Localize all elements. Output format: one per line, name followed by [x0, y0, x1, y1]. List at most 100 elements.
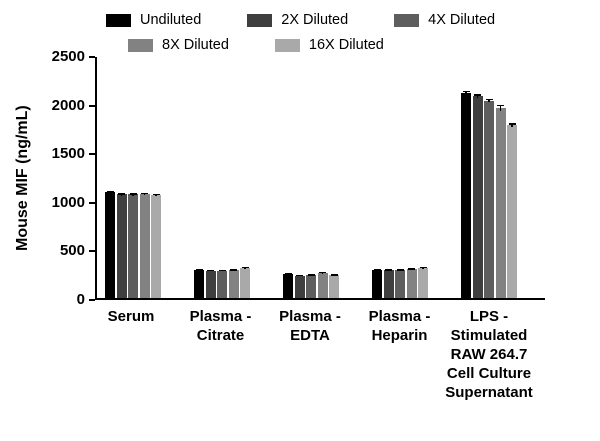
- error-bar-cap: [508, 123, 516, 125]
- bar-lps-undiluted: [461, 90, 471, 298]
- bar-plasma-16x-diluted: [240, 266, 250, 298]
- error-bar: [511, 123, 513, 127]
- bar-plasma-undiluted: [283, 273, 293, 298]
- plot-area: [95, 57, 545, 300]
- bar-plasma-8x-diluted: [228, 269, 239, 298]
- y-tick-label: 0: [76, 291, 85, 308]
- legend-swatch-icon: [247, 13, 273, 27]
- bar-group-plasma: [372, 266, 428, 298]
- bar-plasma-2x-diluted: [294, 274, 305, 298]
- y-tick-mark: [89, 250, 95, 253]
- x-category-label-lps: LPS - Stimulated RAW 264.7 Cell Culture Supe…: [445, 307, 533, 402]
- y-tick-label: 500: [59, 242, 85, 260]
- x-category-label-line: Supernatant: [445, 384, 533, 401]
- x-category-label-plasma: Plasma - Heparin: [369, 307, 431, 345]
- error-bar-cap: [330, 274, 338, 276]
- bar-plasma-undiluted: [194, 269, 204, 298]
- error-bar-cap: [385, 269, 392, 271]
- bar-group-serum: [105, 190, 161, 298]
- bar-plasma-4x-diluted: [306, 274, 316, 298]
- legend-swatch-icon: [128, 38, 153, 52]
- error-bar-cap: [195, 269, 203, 271]
- legend-swatch-icon: [274, 38, 300, 52]
- error-bar-cap: [218, 269, 226, 272]
- y-tick-label: 2000: [51, 96, 85, 114]
- bar-lps-4x-diluted: [484, 98, 494, 298]
- y-tick-mark: [89, 201, 95, 204]
- error-bar-cap: [284, 273, 292, 275]
- legend-item-undiluted: Undiluted: [106, 12, 201, 28]
- y-tick-label: 2500: [51, 48, 85, 65]
- bar-plasma-16x-diluted: [418, 266, 428, 298]
- error-bar-cap: [106, 190, 114, 193]
- legend-swatch-icon: [394, 13, 420, 27]
- error-bar-cap: [307, 274, 315, 276]
- x-category-label-line: Plasma -: [279, 308, 341, 325]
- legend-row: Undiluted 2X Diluted 4X Diluted: [106, 12, 495, 28]
- bar-plasma-16x-diluted: [329, 274, 339, 298]
- x-category-label-line: Serum: [107, 308, 155, 325]
- error-bar: [499, 104, 502, 111]
- error-bar-cap: [241, 266, 249, 269]
- chart-legend: Undiluted 2X Diluted 4X Diluted 8X Diluted 1…: [106, 12, 495, 53]
- bar-lps-16x-diluted: [507, 123, 517, 298]
- bar-plasma-8x-diluted: [317, 271, 328, 298]
- bar-plasma-4x-diluted: [395, 269, 405, 298]
- error-bar-cap: [419, 266, 427, 269]
- bar-plasma-8x-diluted: [406, 268, 417, 298]
- error-bar-cap: [129, 193, 137, 195]
- y-axis-label: Mouse MIF (ng/mL): [14, 105, 31, 252]
- y-tick-mark: [89, 153, 95, 156]
- bar-group-plasma: [283, 271, 339, 298]
- bar-serum-16x-diluted: [151, 193, 161, 298]
- x-category-label-line: EDTA: [290, 327, 330, 344]
- y-tick-mark: [89, 56, 95, 58]
- y-tick-mark: [89, 104, 95, 107]
- error-bar-cap: [118, 193, 125, 195]
- error-bar-cap: [152, 193, 160, 196]
- error-bar-cap: [497, 104, 504, 107]
- x-category-label-line: Cell Culture: [446, 365, 532, 382]
- legend-label: Undiluted: [140, 12, 202, 28]
- bar-plasma-2x-diluted: [383, 269, 394, 298]
- legend-item-16x-diluted: 16X Diluted: [274, 37, 384, 53]
- legend-label: 4X Diluted: [428, 12, 496, 28]
- error-bar: [488, 98, 490, 103]
- y-tick-label: 1500: [51, 145, 85, 163]
- legend-item-2x-diluted: 2X Diluted: [247, 12, 348, 28]
- error-bar: [465, 90, 467, 95]
- x-category-label-line: Stimulated: [450, 327, 528, 344]
- bar-serum-4x-diluted: [128, 193, 138, 298]
- bar-group-plasma: [194, 266, 250, 298]
- bar-serum-2x-diluted: [116, 193, 127, 298]
- legend-swatch-icon: [106, 13, 131, 27]
- legend-row: 8X Diluted 16X Diluted: [128, 37, 495, 53]
- error-bar-cap: [396, 269, 404, 271]
- bar-plasma-undiluted: [372, 269, 382, 298]
- bar-group-lps: [461, 90, 517, 298]
- x-category-label-line: Citrate: [196, 327, 245, 344]
- x-category-label-line: Plasma -: [368, 308, 431, 325]
- error-bar-cap: [319, 271, 326, 274]
- error-bar-cap: [474, 94, 481, 96]
- bar-plasma-4x-diluted: [217, 269, 227, 298]
- bar-lps-8x-diluted: [495, 104, 506, 298]
- error-bar-cap: [141, 192, 148, 195]
- error-bar-cap: [373, 269, 381, 271]
- error-bar: [476, 94, 479, 98]
- x-category-label-line: LPS -: [469, 308, 509, 325]
- error-bar-cap: [485, 98, 493, 101]
- legend-item-8x-diluted: 8X Diluted: [128, 37, 229, 53]
- bar-serum-8x-diluted: [139, 192, 150, 298]
- error-bar-cap: [230, 269, 237, 271]
- legend-label: 16X Diluted: [308, 37, 384, 53]
- x-category-label-serum: Serum: [108, 307, 155, 326]
- error-bar-cap: [296, 274, 303, 277]
- x-category-label-line: Heparin: [371, 327, 428, 344]
- x-category-label-line: Plasma -: [189, 308, 252, 325]
- error-bar-cap: [408, 268, 415, 270]
- legend-label: 2X Diluted: [281, 12, 349, 28]
- legend-item-4x-diluted: 4X Diluted: [394, 12, 495, 28]
- legend-label: 8X Diluted: [162, 37, 229, 53]
